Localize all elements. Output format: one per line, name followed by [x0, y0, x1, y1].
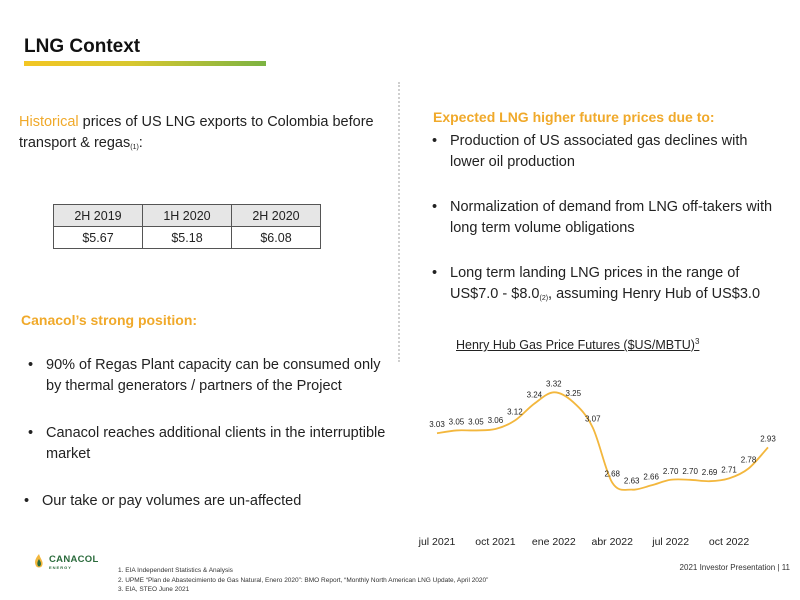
price-table-header: 2H 2019 [53, 204, 143, 227]
data-label: 2.78 [741, 456, 757, 465]
expected-prices-list: Production of US associated gas declines… [430, 131, 775, 307]
data-label: 3.12 [507, 408, 523, 417]
data-label: 3.25 [566, 389, 582, 398]
price-table-header: 1H 2020 [142, 204, 232, 227]
price-table-cell: $5.67 [53, 226, 143, 249]
x-tick-label: jul 2021 [418, 536, 456, 548]
data-label: 3.06 [488, 416, 504, 425]
list-item: Normalization of demand from LNG off-tak… [430, 197, 775, 239]
canacol-logo: CANACOL ENERGY [32, 553, 99, 571]
series-line [436, 391, 769, 491]
title-underline-bar [24, 61, 266, 66]
price-table-row: $5.67 $5.18 $6.08 [53, 226, 321, 249]
list-item: Canacol reaches additional clients in th… [26, 423, 396, 465]
price-table-cell: $5.18 [142, 226, 232, 249]
historical-body: prices of US LNG exports to Colombia bef… [19, 114, 374, 151]
expected-footnote-ref: (2) [539, 295, 549, 302]
footnotes: 1. EIA Independent Statistics & Analysis… [118, 566, 488, 595]
data-label: 3.32 [546, 379, 562, 388]
historical-prices-text: Historical prices of US LNG exports to C… [19, 114, 374, 151]
data-label: 3.03 [429, 420, 445, 429]
data-label: 2.71 [721, 465, 737, 474]
data-label: 2.69 [702, 468, 718, 477]
data-label: 2.68 [604, 470, 620, 479]
x-tick-label: abr 2022 [592, 536, 634, 548]
data-label: 2.70 [663, 467, 679, 476]
data-label: 3.24 [527, 391, 543, 400]
x-tick-label: oct 2021 [475, 536, 515, 548]
list-item: Our take or pay volumes are un-affected [22, 491, 392, 512]
list-item: Production of US associated gas declines… [430, 131, 775, 173]
price-table-cell: $6.08 [231, 226, 321, 249]
list-item: Long term landing LNG prices in the rang… [430, 263, 775, 307]
strong-position-heading: Canacol’s strong position: [21, 312, 198, 328]
x-tick-label: ene 2022 [532, 536, 576, 548]
column-divider [398, 82, 400, 362]
historical-highlight: Historical [19, 114, 79, 130]
data-label: 2.63 [624, 477, 640, 486]
price-table: 2H 2019 1H 2020 2H 2020 $5.67 $5.18 $6.0… [53, 204, 321, 249]
expected-prices-heading: Expected LNG higher future prices due to… [433, 109, 715, 125]
henry-hub-line-chart: 3.03 3.05 3.05 3.063.12 3.243.32 3.25 3.07 2.68… [418, 379, 777, 548]
data-label: 2.66 [643, 472, 659, 481]
historical-footnote-ref: (1) [130, 144, 139, 151]
logo-sub: ENERGY [49, 565, 72, 570]
price-table-header: 2H 2020 [231, 204, 321, 227]
footnote: 2. UPME “Plan de Abastecimiento de Gas N… [118, 576, 489, 584]
slide-title: LNG Context [24, 36, 141, 57]
data-label: 3.05 [468, 417, 484, 426]
chart-title: Henry Hub Gas Price Futures ($US/MBTU)3 [456, 337, 700, 353]
footnote: 3. EIA, STEO June 2021 [118, 586, 190, 593]
price-table-header-row: 2H 2019 1H 2020 2H 2020 [53, 204, 321, 227]
footnote: 1. EIA Independent Statistics & Analysis [118, 567, 233, 574]
footer-page-label: 2021 Investor Presentation | 11 [679, 563, 790, 572]
logo-name: CANACOL [49, 554, 99, 565]
data-label: 3.05 [449, 417, 465, 426]
flame-icon [35, 554, 43, 568]
data-label: 3.07 [585, 415, 601, 424]
list-item: 90% of Regas Plant capacity can be consu… [26, 355, 396, 397]
x-tick-label: jul 2022 [651, 536, 689, 548]
x-tick-label: oct 2022 [709, 536, 749, 548]
data-label: 2.70 [682, 467, 698, 476]
strong-position-list: 90% of Regas Plant capacity can be consu… [24, 355, 396, 512]
data-label: 2.93 [760, 434, 776, 443]
